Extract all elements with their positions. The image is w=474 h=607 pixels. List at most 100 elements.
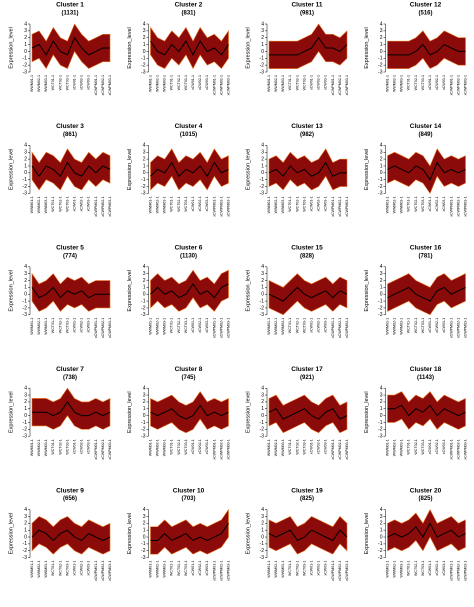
- x-tick-label: xCW01-1: [72, 561, 76, 576]
- y-tick-label: -3: [378, 69, 383, 75]
- y-tick-label: 3: [143, 271, 146, 277]
- mean-line: [150, 523, 229, 542]
- expression-band: [268, 23, 348, 69]
- y-tick-label: -2: [23, 184, 28, 190]
- x-tick-label: WCT02-1: [295, 196, 299, 211]
- y-tick-label: 4: [380, 143, 383, 149]
- y-tick-label: 2: [24, 35, 27, 41]
- panel-title: Cluster 7: [56, 366, 84, 373]
- y-tick-label: 4: [143, 386, 146, 392]
- expression-band: [31, 387, 111, 430]
- y-tick-label: 4: [380, 507, 383, 513]
- x-tick-label: xCWPM03-1: [463, 196, 467, 216]
- mean-line: [31, 36, 110, 56]
- y-tick-label: -2: [23, 548, 28, 554]
- x-tick-label: WWM03-1: [44, 196, 48, 213]
- x-tick-label: WWM03-1: [400, 561, 404, 578]
- mean-line: [31, 529, 111, 542]
- y-tick-label: 2: [143, 156, 146, 162]
- x-tick-label: WCT01-1: [288, 439, 292, 454]
- y-tick-label: 0: [24, 170, 27, 176]
- y-tick-label: 2: [143, 521, 146, 527]
- x-tick-label: WWM03-1: [44, 439, 48, 456]
- x-tick-label: xCWPM01-1: [212, 196, 216, 216]
- y-tick-label: 4: [380, 386, 383, 392]
- x-tick-label: xCWPM03-1: [108, 439, 112, 459]
- x-tick-label: WCT03-1: [65, 318, 69, 333]
- x-tick-label: WCT03-1: [65, 439, 69, 454]
- panel: Cluster 11 (981) Expression_level -3-2-1012…: [245, 2, 349, 96]
- x-tick-label: xCWPM03-1: [226, 439, 230, 459]
- x-tick-label: xCW02-1: [80, 196, 84, 211]
- y-tick-label: 3: [24, 28, 27, 34]
- y-axis-label: Expression_level: [127, 513, 133, 555]
- x-tick-label: WCT03-1: [65, 561, 69, 576]
- x-tick-label: xCWPM03-1: [108, 318, 112, 338]
- x-tick-label: WCT02-1: [414, 75, 418, 90]
- x-tick-label: WWM02-1: [156, 561, 160, 578]
- mean-line: [387, 161, 466, 181]
- panel: Cluster 4 (1015) Expression_level -3-2-1012…: [127, 123, 231, 217]
- mean-line: [32, 401, 111, 417]
- y-tick-label: 2: [261, 521, 264, 527]
- x-tick-label: WCT03-1: [302, 561, 306, 576]
- x-tick-label: WCT02-1: [177, 196, 181, 211]
- x-tick-label: WWM03-1: [281, 561, 285, 578]
- y-tick-label: -3: [378, 191, 383, 197]
- x-tick-label: WWM02-1: [393, 439, 397, 456]
- x-tick-label: xCWPM03-1: [345, 439, 349, 459]
- x-tick-label: WCT03-1: [302, 75, 306, 90]
- x-tick-label: WWM03-1: [163, 439, 167, 456]
- mean-line: [387, 522, 466, 538]
- y-tick-label: 3: [24, 150, 27, 156]
- x-tick-label: WCT01-1: [407, 439, 411, 454]
- x-tick-label: xCWPM01-1: [212, 561, 216, 581]
- x-tick-label: WWM01-1: [148, 75, 152, 92]
- y-tick-label: -3: [260, 312, 265, 318]
- panel-count: (825): [300, 496, 314, 502]
- x-tick-label: xCWPM03-1: [463, 561, 467, 581]
- x-tick-label: WCT03-1: [302, 318, 306, 333]
- y-tick-label: 2: [380, 156, 383, 162]
- y-tick-label: 4: [261, 386, 264, 392]
- panel: Cluster 12 (516) Expression_level -3-2-1012…: [364, 2, 468, 96]
- x-tick-label: xCW01-1: [191, 439, 195, 454]
- y-tick-label: 4: [24, 264, 27, 270]
- panel-count: (774): [63, 253, 77, 259]
- x-tick-label: xCWPM03-1: [226, 561, 230, 581]
- x-tick-label: WCT02-1: [295, 75, 299, 90]
- x-tick-label: xCW01-1: [428, 439, 432, 454]
- mean-line: [268, 161, 347, 178]
- mean-line: [269, 36, 348, 56]
- y-tick-label: 1: [24, 527, 27, 533]
- y-tick-label: 1: [261, 527, 264, 533]
- y-tick-label: -2: [141, 62, 146, 68]
- y-tick-label: 0: [143, 170, 146, 176]
- x-tick-label: xCW03-1: [87, 561, 91, 576]
- panel-title: Cluster 11: [291, 2, 322, 9]
- x-tick-label: xCWPM01-1: [94, 439, 98, 459]
- x-tick-label: WCT03-1: [302, 439, 306, 454]
- x-tick-label: WCT02-1: [295, 439, 299, 454]
- y-tick-label: 1: [143, 42, 146, 48]
- x-tick-label: WWM02-1: [37, 196, 41, 213]
- x-tick-label: xCWPM01-1: [94, 196, 98, 216]
- x-tick-label: WWM03-1: [163, 196, 167, 213]
- y-axis-label: Expression_level: [127, 391, 133, 433]
- x-tick-label: xCWPM02-1: [456, 561, 460, 581]
- y-tick-label: -2: [141, 184, 146, 190]
- panel: Cluster 2 (831) Expression_level -3-2-10123…: [127, 2, 231, 96]
- x-tick-label: xCW02-1: [80, 439, 84, 454]
- mean-line: [268, 286, 348, 302]
- expression-band: [268, 273, 348, 316]
- x-tick-label: WWM01-1: [148, 318, 152, 335]
- y-tick-label: 3: [24, 392, 27, 398]
- x-tick-label: WWM02-1: [156, 75, 160, 92]
- x-tick-label: WCT01-1: [288, 561, 292, 576]
- x-tick-label: xCWPM02-1: [338, 318, 342, 338]
- y-axis-label: Expression_level: [245, 149, 251, 191]
- y-tick-label: 0: [380, 534, 383, 540]
- x-tick-label: xCWPM01-1: [331, 196, 335, 216]
- x-tick-label: WCT03-1: [184, 439, 188, 454]
- y-tick-label: 1: [24, 285, 27, 291]
